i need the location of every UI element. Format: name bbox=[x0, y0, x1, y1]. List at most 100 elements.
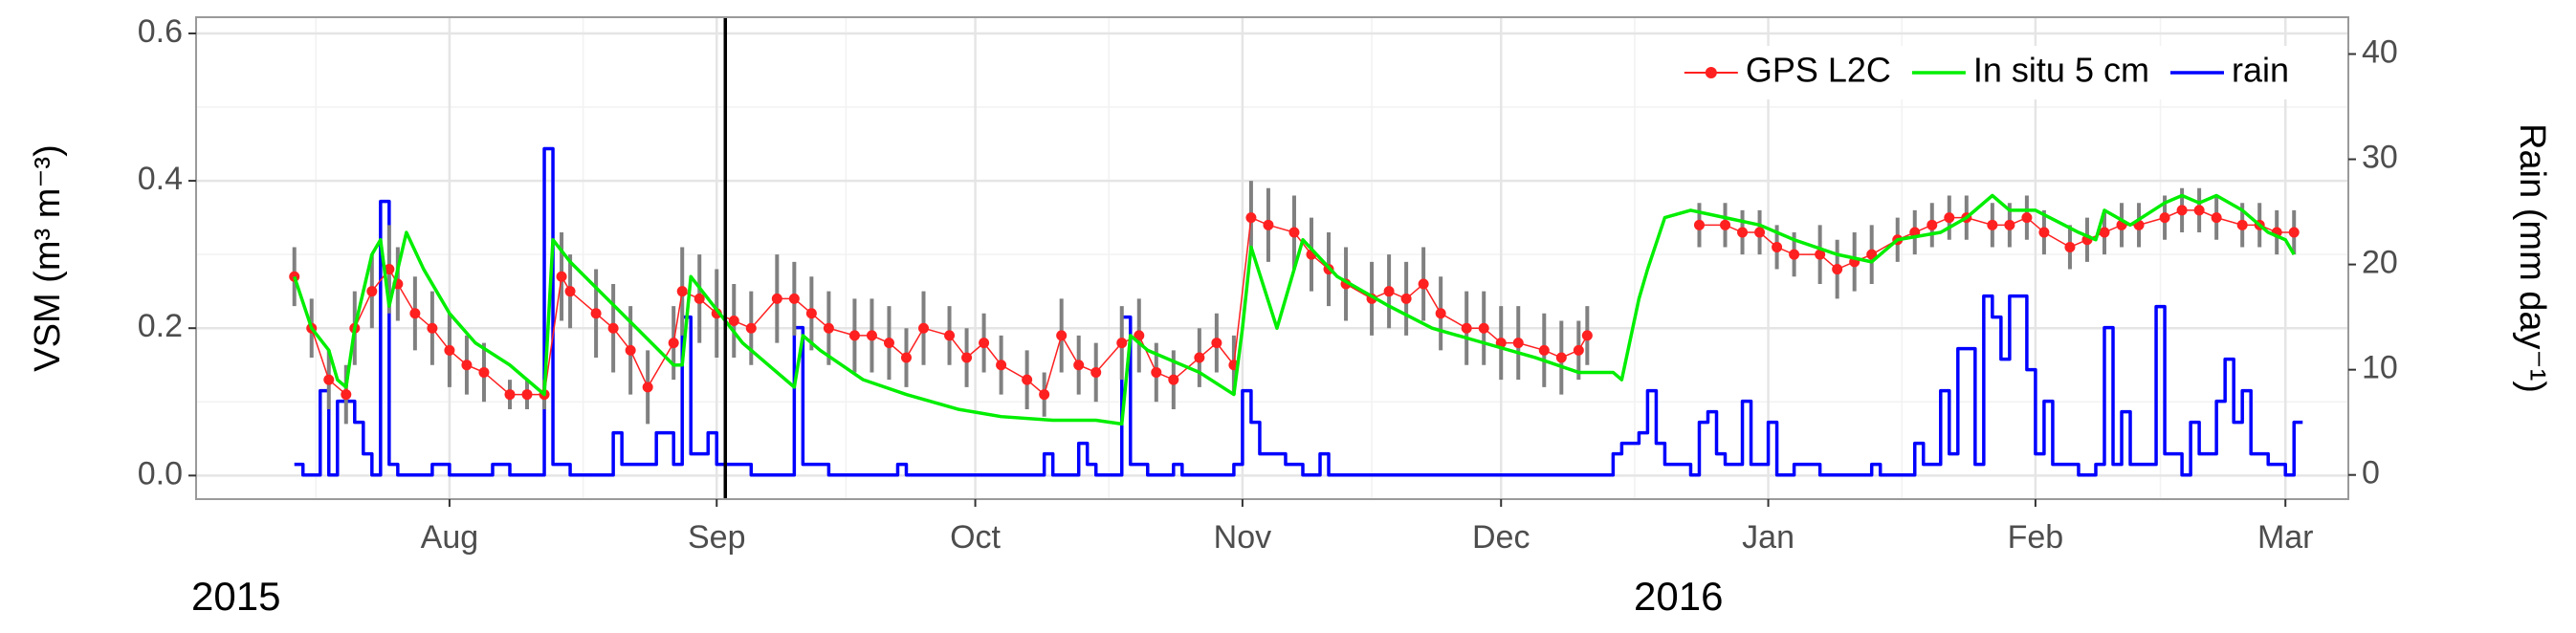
point bbox=[2159, 212, 2170, 224]
point bbox=[1134, 330, 1145, 341]
point bbox=[556, 271, 567, 282]
x-tick-label: Sep bbox=[688, 519, 746, 556]
axes: 0.0 0.2 0.4 0.6 0 10 20 30 40 Aug Sep Oct Nov Dec Jan F… bbox=[138, 13, 2398, 556]
point bbox=[504, 389, 516, 401]
point bbox=[676, 286, 688, 297]
point bbox=[461, 360, 473, 371]
point bbox=[341, 389, 352, 401]
point bbox=[1022, 374, 1033, 385]
point bbox=[1288, 227, 1300, 238]
point bbox=[900, 352, 912, 363]
point bbox=[1435, 308, 1446, 319]
y2-tick-label: 30 bbox=[2362, 140, 2398, 176]
point bbox=[409, 308, 421, 319]
point bbox=[1168, 374, 1179, 385]
point bbox=[2176, 205, 2188, 216]
point bbox=[1194, 352, 1205, 363]
point bbox=[2211, 212, 2222, 224]
grid bbox=[196, 17, 2348, 499]
x-tick-label: Nov bbox=[1214, 519, 1271, 556]
point bbox=[2004, 219, 2015, 230]
point bbox=[323, 374, 335, 385]
point bbox=[961, 352, 973, 363]
point bbox=[1418, 278, 1429, 290]
legend: GPS L2C In situ 5 cm rain bbox=[1674, 46, 2310, 99]
point bbox=[1478, 322, 1489, 334]
point bbox=[1151, 366, 1162, 378]
point bbox=[607, 322, 619, 334]
point bbox=[1926, 219, 1938, 230]
point bbox=[1245, 212, 1257, 224]
y-axis-title: VSM (m³ m⁻³) bbox=[28, 144, 68, 371]
point bbox=[918, 322, 930, 334]
point bbox=[1832, 264, 1843, 275]
point bbox=[1039, 389, 1050, 401]
y-tick-label: 0.4 bbox=[138, 161, 183, 197]
y-tick-label: 0.2 bbox=[138, 308, 183, 344]
point bbox=[805, 308, 817, 319]
point bbox=[944, 330, 956, 341]
y2-axis-title: Rain (mm day⁻¹) bbox=[2512, 123, 2552, 393]
y-tick-label: 0.6 bbox=[138, 13, 183, 50]
x-tick-label: Feb bbox=[2008, 519, 2064, 556]
point bbox=[1754, 227, 1766, 238]
point bbox=[1461, 322, 1472, 334]
legend-label: rain bbox=[2232, 51, 2289, 90]
point bbox=[1866, 249, 1878, 260]
marks bbox=[289, 17, 2303, 499]
x-tick-label: Dec bbox=[1472, 519, 1530, 556]
point bbox=[384, 264, 395, 275]
point bbox=[788, 293, 800, 304]
point bbox=[996, 360, 1007, 371]
point bbox=[823, 322, 834, 334]
point bbox=[1573, 344, 1584, 356]
x-tick-label: Oct bbox=[950, 519, 1001, 556]
point bbox=[2038, 227, 2050, 238]
point bbox=[1772, 241, 1783, 252]
legend-label: GPS L2C bbox=[1746, 51, 1891, 90]
point bbox=[625, 344, 636, 356]
point bbox=[668, 338, 679, 349]
point bbox=[2064, 241, 2076, 252]
point bbox=[1073, 360, 1085, 371]
point bbox=[1090, 366, 1102, 378]
point bbox=[745, 322, 757, 334]
point bbox=[2236, 219, 2248, 230]
point bbox=[1056, 330, 1068, 341]
point bbox=[848, 330, 860, 341]
legend-label: In situ 5 cm bbox=[1973, 51, 2149, 90]
series-line bbox=[294, 146, 2303, 477]
point bbox=[1211, 338, 1222, 349]
point bbox=[1383, 286, 1395, 297]
point bbox=[1815, 249, 1826, 260]
point bbox=[1512, 338, 1524, 349]
panel-border bbox=[195, 16, 2349, 500]
point bbox=[2099, 227, 2110, 238]
y2-tick-label: 10 bbox=[2362, 350, 2398, 386]
point bbox=[1693, 219, 1705, 230]
point bbox=[1581, 330, 1593, 341]
point bbox=[564, 286, 576, 297]
point bbox=[2193, 205, 2205, 216]
point bbox=[478, 366, 490, 378]
point bbox=[1720, 219, 1731, 230]
point bbox=[694, 293, 705, 304]
point bbox=[521, 389, 533, 401]
point bbox=[1789, 249, 1800, 260]
point bbox=[1944, 212, 1955, 224]
point bbox=[1987, 219, 1998, 230]
point bbox=[1555, 352, 1567, 363]
point bbox=[1116, 338, 1128, 349]
year-label: 2015 bbox=[191, 574, 280, 619]
point bbox=[1263, 219, 1274, 230]
point bbox=[1737, 227, 1749, 238]
point bbox=[366, 286, 378, 297]
y2-tick-label: 0 bbox=[2362, 455, 2380, 491]
point bbox=[444, 344, 455, 356]
point bbox=[979, 338, 990, 349]
series-line bbox=[293, 193, 2296, 426]
point bbox=[2021, 212, 2033, 224]
y-tick-label: 0.0 bbox=[138, 455, 183, 491]
